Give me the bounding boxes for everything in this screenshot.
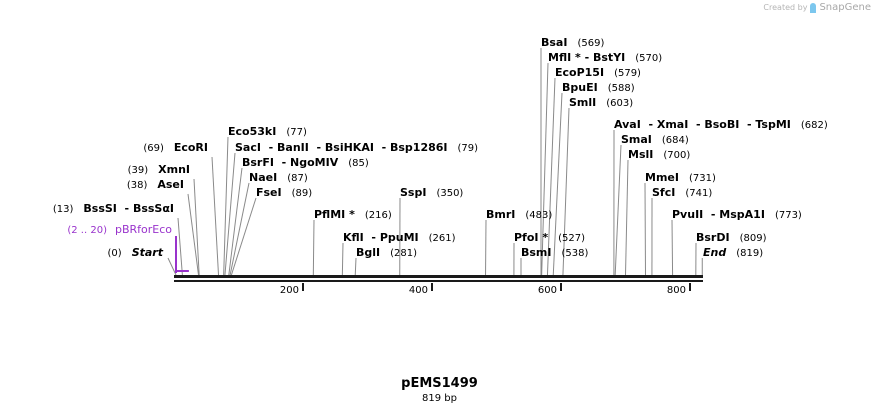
site-label-naei[interactable]: NaeI (87) xyxy=(249,171,308,184)
site-line-pflmi-star xyxy=(312,219,315,276)
end-marker[interactable]: End (819) xyxy=(703,246,763,259)
tick-label-800: 800 xyxy=(667,285,686,296)
site-line-kfli-ppumi xyxy=(341,242,344,276)
site-label-asei[interactable]: (38) AseI xyxy=(127,178,184,191)
site-line-naei xyxy=(229,182,250,276)
site-label-sspi[interactable]: SspI (350) xyxy=(400,186,463,199)
site-label-sfci[interactable]: SfcI (741) xyxy=(652,186,712,199)
tick-label-600: 600 xyxy=(538,285,557,296)
site-line-eco53ki xyxy=(223,136,229,276)
site-line-asei xyxy=(187,193,200,276)
sequence-length: 819 bp xyxy=(422,393,457,404)
site-label-msli[interactable]: MslI (700) xyxy=(628,148,690,161)
tick-mark-200 xyxy=(302,283,304,291)
site-label-bpuei[interactable]: BpuEI (588) xyxy=(562,81,635,94)
snapgene-logo-icon xyxy=(810,2,817,13)
credit-brand: SnapGene xyxy=(819,2,871,13)
site-label-ecori[interactable]: (69) EcoRI xyxy=(143,141,208,154)
site-label-ecop15i[interactable]: EcoP15I (579) xyxy=(555,66,641,79)
site-label-fsei[interactable]: FseI (89) xyxy=(256,186,312,199)
site-line-msli xyxy=(625,159,629,276)
start-marker[interactable]: (0) Start xyxy=(108,246,164,259)
tick-label-400: 400 xyxy=(409,285,428,296)
tick-label-200: 200 xyxy=(280,285,299,296)
site-lines xyxy=(167,47,703,276)
site-label-eco53ki[interactable]: Eco53kI (77) xyxy=(228,125,307,138)
site-label-bsrfi-ngomiv[interactable]: BsrFI - NgoMIV (85) xyxy=(242,156,369,169)
site-line-mfli-star-bstyi xyxy=(541,62,549,276)
site-line-smai xyxy=(614,144,622,276)
site-label-kfli-ppumi[interactable]: KflI - PpuMI (261) xyxy=(343,231,456,244)
site-line-ecop15i xyxy=(546,77,556,276)
dna-backbone[interactable] xyxy=(174,275,703,282)
snapgene-credit: Created by SnapGene xyxy=(763,2,871,13)
site-line-ecori xyxy=(211,156,220,276)
site-label-mmei[interactable]: MmeI (731) xyxy=(645,171,716,184)
site-line-fsei xyxy=(230,197,257,276)
site-line-bsrfi-ngomiv xyxy=(228,167,243,276)
site-label-bsssi-bsss-i[interactable]: (13) BssSI - BssSαI xyxy=(53,202,174,215)
start-line xyxy=(167,257,177,276)
site-line-bsssi-bsss-i xyxy=(177,217,183,276)
site-label-avai-xmai-bsobi-tspmi[interactable]: AvaI - XmaI - BsoBI - TspMI (682) xyxy=(614,118,828,131)
site-label-bsmi[interactable]: BsmI (538) xyxy=(521,246,588,259)
tick-mark-800 xyxy=(689,283,691,291)
site-label-bsrdi[interactable]: BsrDI (809) xyxy=(696,231,767,244)
tick-mark-600 xyxy=(560,283,562,291)
feature-label-pbrforeco[interactable]: (2 .. 20) pBRforEco xyxy=(67,223,172,236)
site-labels: (13) BssSI - BssSαI (38) AseI (39) XmnI (69) Ec… xyxy=(53,36,828,259)
site-line-smli xyxy=(562,107,570,276)
site-label-bgli[interactable]: BglI (281) xyxy=(356,246,417,259)
site-line-bpuei xyxy=(552,92,563,276)
site-line-xmni xyxy=(193,178,200,276)
axis-ticks: 200 400 600 800 xyxy=(280,283,691,296)
tick-mark-400 xyxy=(431,283,433,291)
site-label-saci-banii-bsihkai-bsp1286i[interactable]: SacI - BanII - BsiHKAI - Bsp1286I (79) xyxy=(235,141,478,154)
site-line-bgli xyxy=(354,257,357,276)
site-label-smai[interactable]: SmaI (684) xyxy=(621,133,689,146)
site-label-xmni[interactable]: (39) XmnI xyxy=(128,163,190,176)
site-label-bsai[interactable]: BsaI (569) xyxy=(541,36,604,49)
site-label-pvuii-mspa1i[interactable]: PvuII - MspA1I (773) xyxy=(672,208,802,221)
site-label-mfli-star-bstyi[interactable]: MflI * - BstYI (570) xyxy=(548,51,662,64)
credit-prefix: Created by xyxy=(763,3,808,12)
site-label-pflmi-star[interactable]: PflMI * (216) xyxy=(314,208,392,221)
site-line-saci-banii-bsihkai-bsp1286i xyxy=(224,152,236,276)
site-label-smli[interactable]: SmlI (603) xyxy=(569,96,633,109)
feature-bar-pbrforeco[interactable] xyxy=(175,270,189,272)
map-title: pEMS1499 xyxy=(401,376,478,391)
site-line-pvuii-mspa1i xyxy=(671,219,674,276)
site-label-pfoi-star[interactable]: PfoI * (527) xyxy=(514,231,585,244)
site-label-bmri[interactable]: BmrI (483) xyxy=(486,208,552,221)
